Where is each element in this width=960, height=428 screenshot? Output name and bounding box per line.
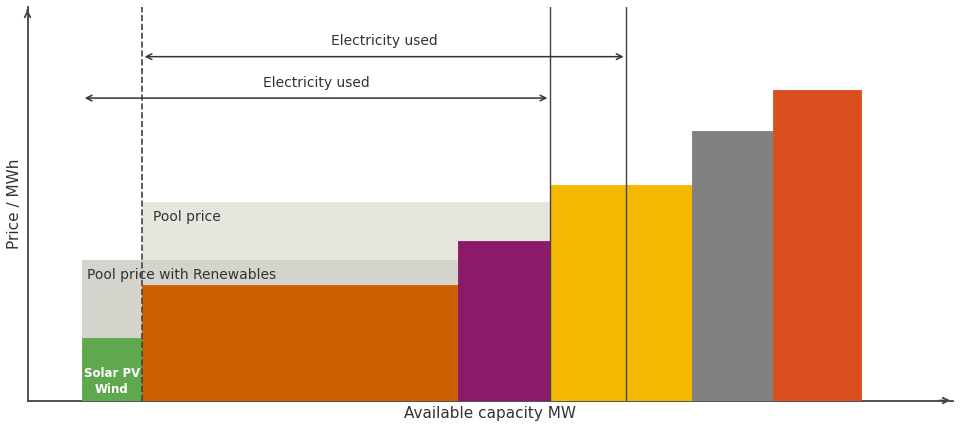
- Text: Solar PV
Wind: Solar PV Wind: [84, 367, 140, 396]
- Bar: [774, 90, 860, 401]
- Bar: [82, 339, 142, 401]
- Bar: [550, 185, 626, 401]
- Y-axis label: Price / MWh: Price / MWh: [7, 158, 22, 249]
- Bar: [142, 285, 458, 401]
- Text: Pool price with Renewables: Pool price with Renewables: [87, 268, 276, 282]
- Text: Electricity used: Electricity used: [263, 76, 370, 90]
- Bar: [692, 131, 774, 401]
- Text: Electricity used: Electricity used: [331, 34, 438, 48]
- X-axis label: Available capacity MW: Available capacity MW: [404, 406, 576, 421]
- Bar: [458, 241, 550, 401]
- Text: Pool price: Pool price: [153, 210, 221, 224]
- Bar: [82, 260, 458, 401]
- Bar: [626, 185, 692, 401]
- Bar: [142, 202, 626, 401]
